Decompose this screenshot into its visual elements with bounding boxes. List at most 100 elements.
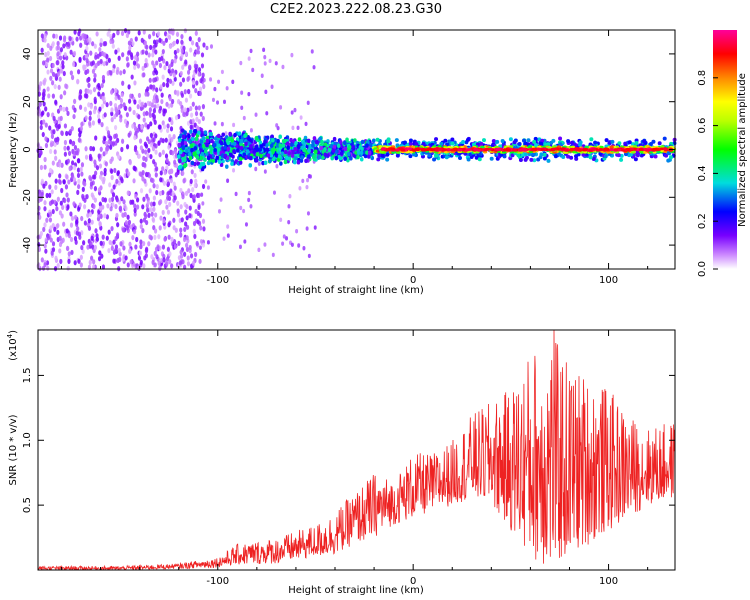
heatmap-cell [65, 130, 69, 137]
y-tick-label: -20 [22, 189, 33, 205]
heatmap-cell [44, 248, 48, 254]
heatmap-cell [439, 141, 444, 146]
heatmap-cell [189, 129, 193, 134]
heatmap-cell [78, 95, 82, 101]
heatmap-cell [87, 225, 92, 231]
heatmap-cell [138, 138, 143, 144]
heatmap-cell [219, 197, 223, 202]
heatmap-cell [183, 130, 187, 135]
heatmap-cell [93, 186, 98, 192]
heatmap-cell [119, 98, 124, 104]
heatmap-cell [170, 236, 174, 242]
heatmap-cell [200, 166, 205, 172]
heatmap-cell [254, 166, 258, 172]
heatmap-cell [189, 119, 193, 125]
heatmap-cell [43, 33, 48, 39]
heatmap-cell [127, 132, 131, 138]
heatmap-cell [100, 82, 104, 89]
heatmap-cell [477, 157, 482, 162]
heatmap-cell [66, 110, 70, 117]
heatmap-cell [223, 145, 227, 150]
heatmap-cell [183, 89, 187, 95]
heatmap-cell [505, 148, 511, 152]
heatmap-cell [165, 204, 169, 210]
heatmap-cell [152, 77, 156, 83]
heatmap-cell [277, 154, 282, 159]
heatmap-cell [185, 203, 189, 210]
heatmap-cell [196, 219, 200, 225]
heatmap-cell [182, 178, 186, 184]
heatmap-cell [113, 167, 117, 174]
heatmap-cell [51, 208, 55, 215]
heatmap-cell [209, 77, 213, 82]
heatmap-cell [279, 105, 283, 110]
heatmap-cell [376, 157, 381, 162]
heatmap-cell [139, 244, 143, 250]
heatmap-cell [111, 201, 115, 208]
heatmap-cell [517, 142, 522, 147]
heatmap-cell [114, 133, 118, 139]
heatmap-cell [166, 246, 171, 252]
heatmap-cell [189, 124, 193, 130]
heatmap-cell [111, 192, 116, 198]
heatmap-cell [59, 68, 63, 74]
heatmap-cell [182, 236, 187, 243]
heatmap-cell [70, 215, 75, 221]
heatmap-cell [40, 191, 44, 198]
heatmap-cell [45, 192, 49, 199]
heatmap-cell [656, 148, 662, 151]
heatmap-cell [43, 200, 47, 206]
heatmap-cell [141, 169, 145, 176]
heatmap-cell [171, 80, 175, 86]
heatmap-cell [588, 155, 593, 160]
heatmap-cell [109, 206, 113, 212]
heatmap-cell [258, 147, 263, 152]
heatmap-cell [48, 192, 52, 198]
heatmap-cell [627, 140, 632, 145]
heatmap-cell [132, 229, 137, 235]
heatmap-cell [323, 152, 328, 157]
heatmap-cell [97, 85, 102, 91]
spectrogram-heatmap [36, 28, 677, 272]
heatmap-cell [210, 138, 214, 144]
colorbar-tick-label: 0.2 [697, 213, 708, 229]
heatmap-cell [77, 31, 81, 37]
colorbar-tick-label: 0.6 [697, 118, 708, 134]
heatmap-cell [181, 134, 186, 139]
heatmap-cell [169, 178, 173, 184]
heatmap-cell [222, 236, 226, 241]
heatmap-cell [201, 136, 206, 141]
heatmap-cell [666, 158, 671, 163]
heatmap-cell [82, 65, 86, 72]
heatmap-cell [165, 261, 169, 267]
heatmap-cell [58, 76, 62, 82]
heatmap-cell [136, 127, 140, 133]
heatmap-cell [109, 144, 113, 150]
heatmap-cell [466, 157, 471, 162]
heatmap-cell [180, 48, 184, 54]
heatmap-cell [181, 152, 185, 158]
heatmap-cell [192, 194, 197, 200]
heatmap-cell [109, 33, 113, 40]
heatmap-cell [88, 174, 92, 181]
heatmap-cell [304, 121, 308, 127]
heatmap-cell [450, 141, 455, 146]
heatmap-cell [365, 150, 369, 155]
heatmap-cell [58, 235, 62, 241]
heatmap-cell [53, 199, 57, 205]
heatmap-cell [83, 106, 87, 112]
heatmap-cell [581, 148, 587, 152]
heatmap-cell [132, 60, 137, 66]
heatmap-cell [155, 87, 159, 93]
heatmap-cell [117, 104, 121, 110]
heatmap-cell [162, 111, 166, 117]
heatmap-cell [351, 144, 355, 150]
heatmap-cell [168, 116, 172, 123]
heatmap-cell [268, 58, 272, 64]
heatmap-cell [57, 84, 61, 90]
heatmap-cell [149, 121, 153, 127]
heatmap-cell [173, 159, 177, 165]
heatmap-cell [190, 112, 194, 118]
heatmap-cell [155, 183, 159, 190]
heatmap-cell [660, 145, 665, 149]
